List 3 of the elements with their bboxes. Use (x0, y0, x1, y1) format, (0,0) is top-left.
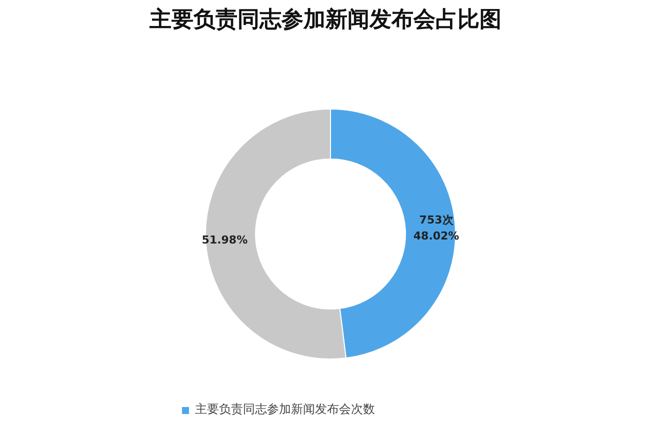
data-label: 51.98% (202, 234, 248, 247)
chart-title: 主要负责同志参加新闻发布会占比图 (148, 6, 502, 32)
legend-label: 主要负责同志参加新闻发布会次数 (195, 401, 375, 418)
